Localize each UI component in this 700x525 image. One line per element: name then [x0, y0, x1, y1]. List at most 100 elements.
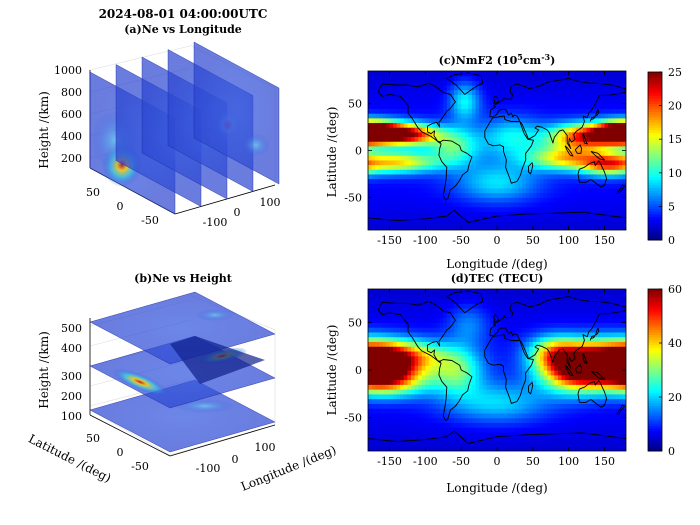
- heatmap-cell: [532, 398, 538, 404]
- heatmap-cell: [368, 127, 373, 133]
- heatmap-cell: [525, 99, 530, 105]
- heatmap-cell: [446, 308, 452, 314]
- heatmap-cell: [557, 403, 563, 409]
- heatmap-cell: [593, 389, 598, 395]
- panel-d: (d)TEC (TECU) -150 -100 -50 0 50 100 150500-50…: [325, 257, 682, 495]
- heatmap-cell: [428, 201, 434, 208]
- heatmap-cell: [400, 178, 405, 184]
- heatmap-cell: [590, 436, 595, 443]
- heatmap-cell: [475, 80, 480, 86]
- heatmap-cell: [497, 225, 502, 230]
- heatmap-cell: [536, 379, 541, 385]
- heatmap-cell: [525, 365, 530, 371]
- heatmap-cell: [446, 360, 452, 366]
- heatmap-cell: [468, 117, 473, 124]
- heatmap-cell: [622, 131, 626, 138]
- heatmap-cell: [368, 317, 373, 323]
- heatmap-cell: [507, 417, 512, 424]
- heatmap-cell: [550, 192, 555, 198]
- heatmap-cell: [529, 220, 534, 226]
- heatmap-cell: [464, 159, 469, 166]
- heatmap-cell: [425, 374, 430, 381]
- heatmap-cell: [522, 197, 527, 203]
- heatmap-cell: [611, 441, 616, 447]
- heatmap-cell: [514, 159, 520, 166]
- heatmap-cell: [511, 99, 516, 105]
- heatmap-cell: [529, 441, 534, 447]
- heatmap-cell: [486, 379, 491, 385]
- heatmap-cell: [403, 178, 409, 184]
- heatmap-cell: [550, 412, 555, 419]
- heatmap-cell: [547, 201, 552, 208]
- heatmap-cell: [403, 360, 409, 366]
- heatmap-cell: [600, 113, 606, 119]
- heatmap-cell: [418, 355, 423, 362]
- heatmap-cell: [568, 422, 573, 428]
- heatmap-cell: [493, 408, 498, 414]
- heatmap-cell: [522, 108, 527, 114]
- x-axis: [174, 184, 276, 215]
- heatmap-cell: [482, 85, 487, 91]
- heatmap-cell: [554, 145, 559, 152]
- heatmap-cell: [536, 99, 541, 105]
- heatmap-cell: [432, 308, 437, 314]
- heatmap-cell: [428, 422, 434, 428]
- heatmap-cell: [371, 298, 376, 304]
- heatmap-cell: [532, 312, 538, 319]
- heatmap-cell: [572, 183, 577, 189]
- heatmap-cell: [468, 441, 473, 447]
- heatmap-cell: [486, 80, 491, 86]
- heatmap-cell: [583, 341, 588, 347]
- heatmap-cell: [554, 206, 559, 212]
- heatmap-cell: [597, 327, 602, 333]
- heatmap-cell: [514, 317, 520, 323]
- heatmap-cell: [497, 85, 502, 91]
- heatmap-cell: [450, 365, 455, 371]
- heatmap-cell: [396, 417, 401, 424]
- heatmap-cell: [475, 99, 480, 105]
- heatmap-cell: [443, 370, 448, 376]
- heatmap-cell: [418, 197, 423, 203]
- heatmap-cell: [464, 220, 469, 226]
- heatmap-cell: [518, 173, 523, 180]
- heatmap-cell: [532, 131, 538, 138]
- heatmap-cell: [486, 355, 491, 362]
- heatmap-cell: [575, 197, 581, 203]
- heatmap-cell: [565, 80, 570, 86]
- heatmap-cell: [393, 431, 398, 438]
- heatmap-cell: [522, 89, 527, 95]
- heatmap-cell: [443, 384, 448, 390]
- heatmap-cell: [518, 322, 523, 328]
- heatmap-cell: [385, 127, 391, 133]
- heatmap-cell: [396, 346, 401, 352]
- heatmap-cell: [550, 155, 555, 161]
- heatmap-cell: [382, 99, 387, 105]
- heatmap-cell: [500, 85, 505, 91]
- heatmap-cell: [378, 303, 383, 309]
- heatmap-cell: [454, 317, 459, 323]
- heatmap-cell: [396, 215, 401, 222]
- heatmap-cell: [497, 131, 502, 138]
- heatmap-cell: [540, 341, 545, 347]
- heatmap-cell: [454, 108, 459, 114]
- heatmap-cell: [389, 412, 394, 419]
- heatmap-cell: [411, 412, 416, 419]
- heatmap-cell: [572, 436, 577, 443]
- heatmap-cell: [547, 355, 552, 362]
- heatmap-cell: [421, 312, 426, 319]
- heatmap-cell: [618, 215, 624, 222]
- heatmap-cell: [461, 408, 466, 414]
- heatmap-cell: [518, 206, 523, 212]
- heatmap-cell: [385, 155, 391, 161]
- heatmap-cell: [615, 164, 620, 170]
- heatmap-cell: [597, 155, 602, 161]
- heatmap-cell: [468, 360, 473, 366]
- heatmap-cell: [371, 317, 376, 323]
- heatmap-cell: [561, 331, 566, 338]
- heatmap-cell: [428, 197, 434, 203]
- heatmap-cell: [382, 197, 387, 203]
- heatmap-cell: [396, 89, 401, 95]
- heatmap-cell: [565, 331, 570, 338]
- heatmap-cell: [464, 422, 469, 428]
